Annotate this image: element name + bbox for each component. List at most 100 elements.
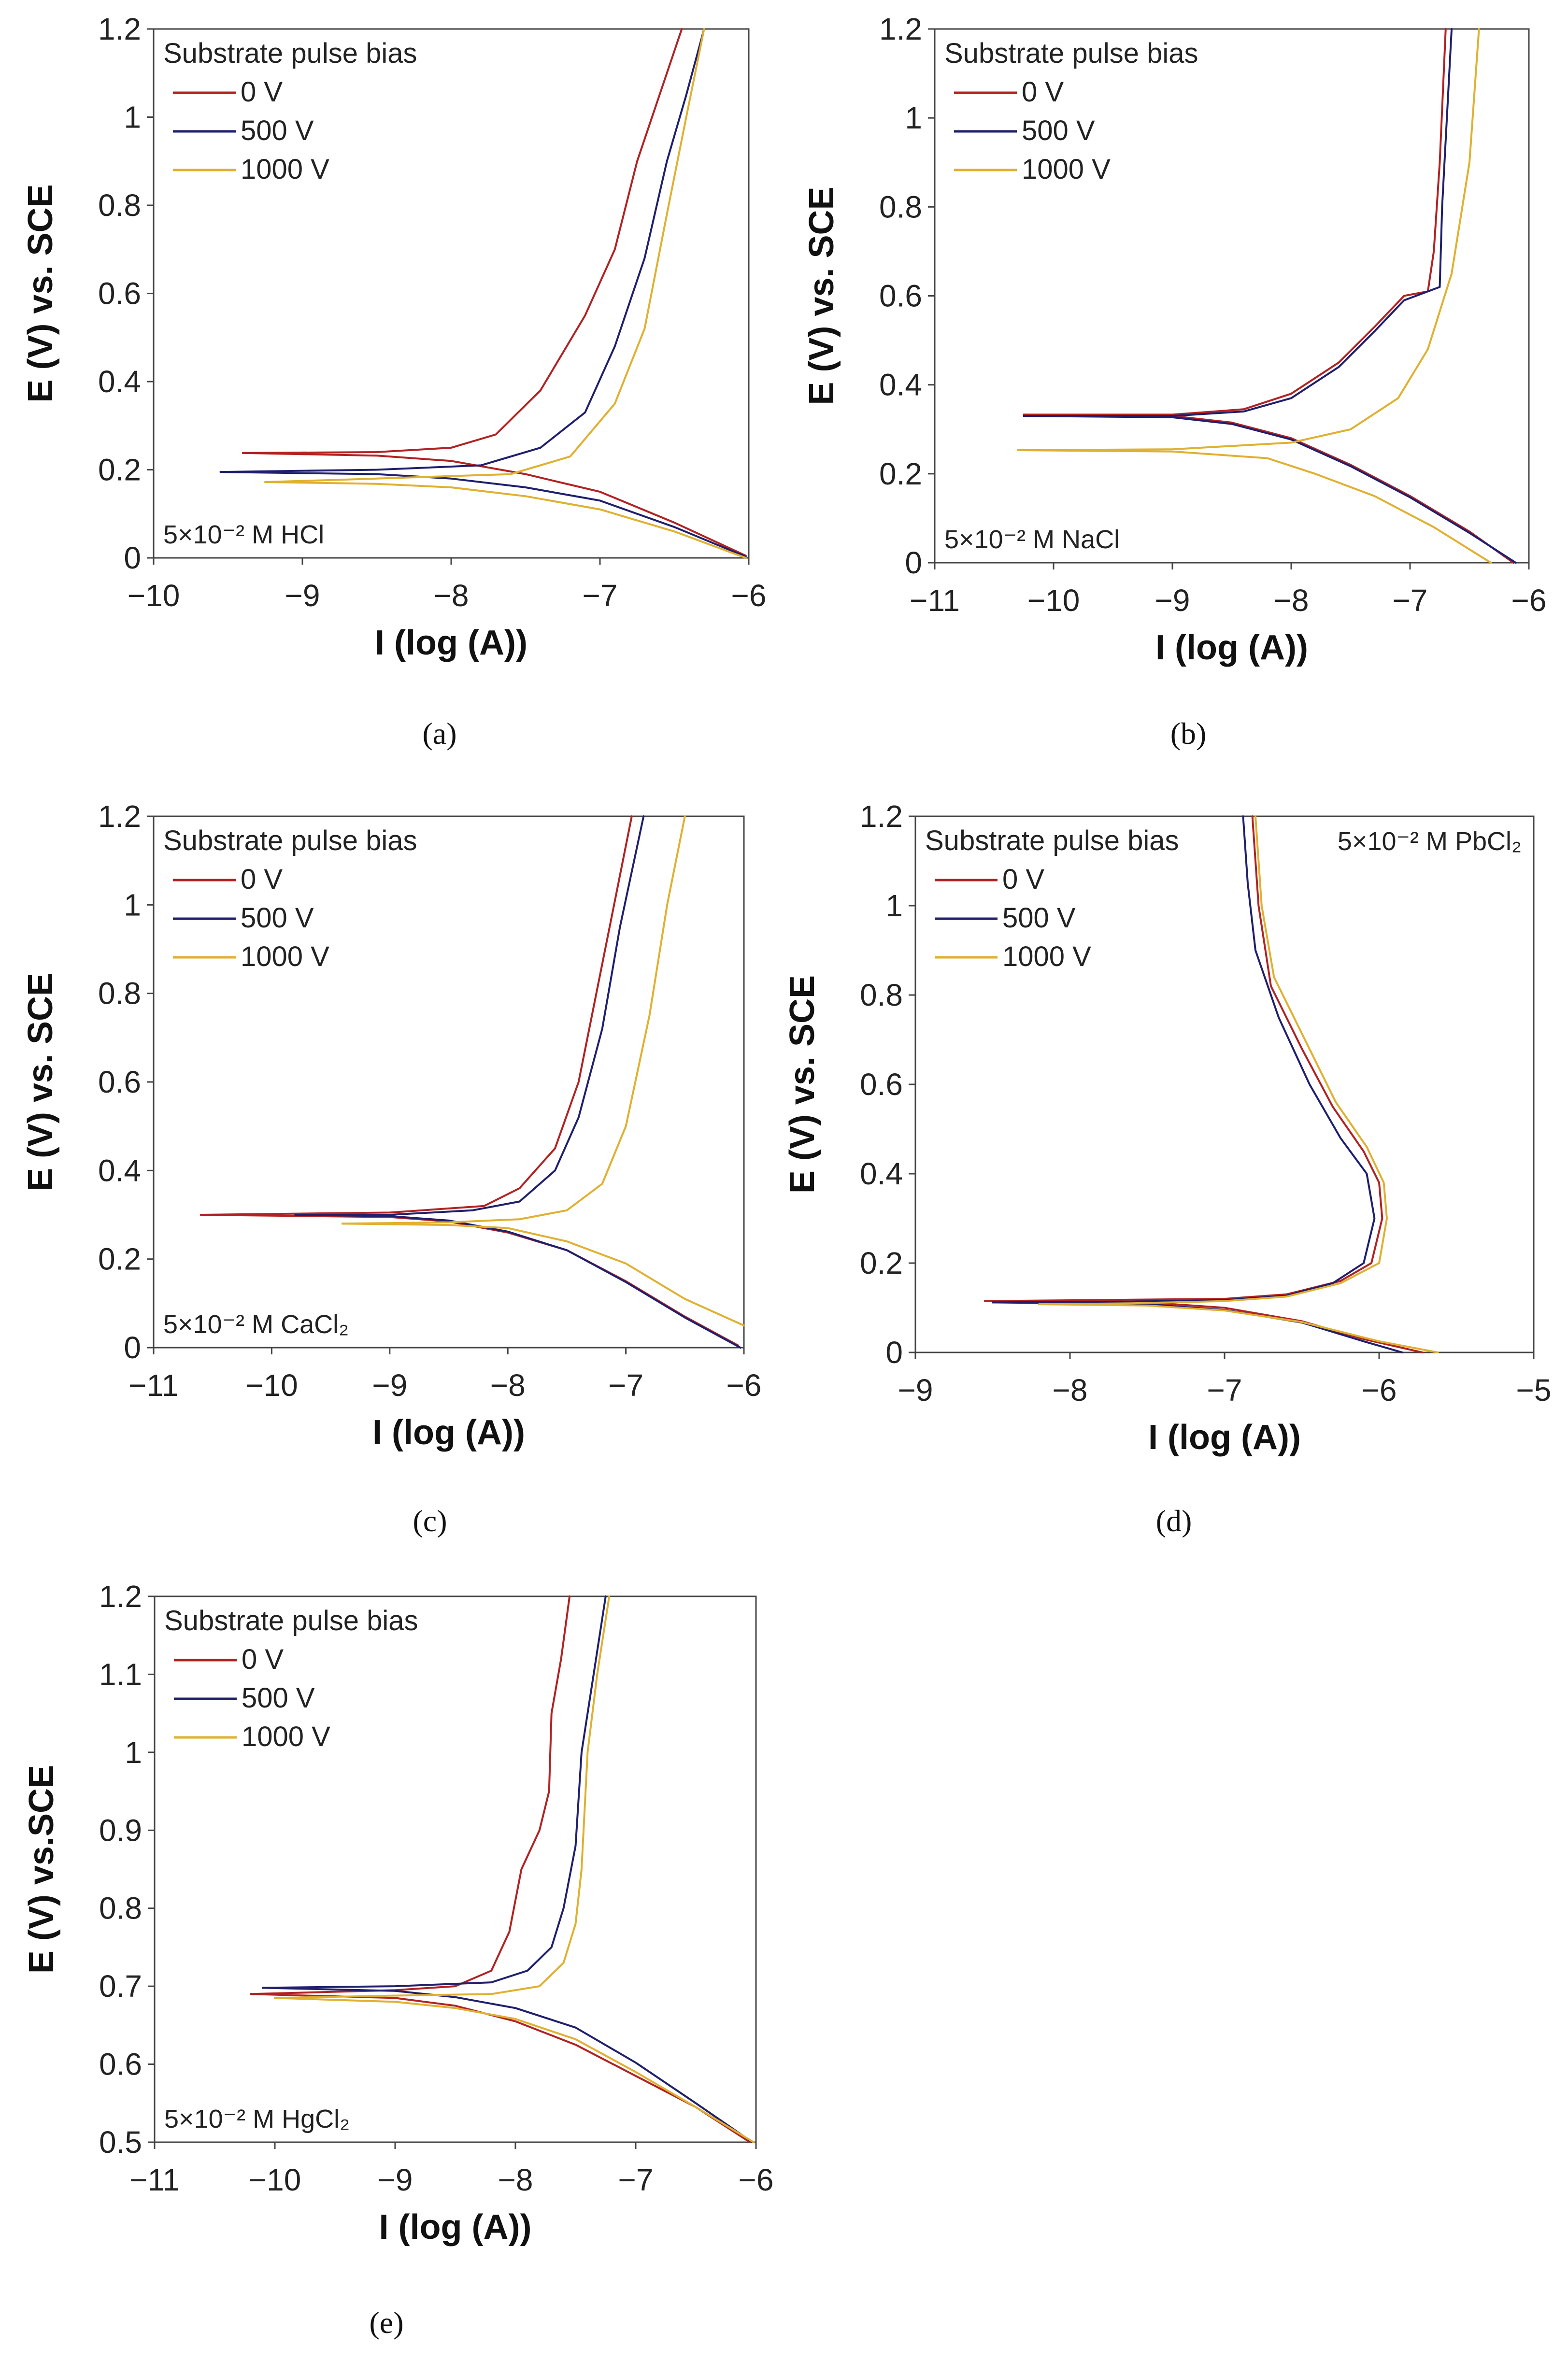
legend-label: 1000 V bbox=[242, 1721, 330, 1752]
series-line-1000v-cathodic bbox=[1038, 1303, 1439, 1353]
legend-label: 500 V bbox=[242, 1682, 315, 1714]
series-line-1000v-cathodic bbox=[1017, 449, 1492, 564]
y-axis-label: E (V) vs. SCE bbox=[783, 975, 822, 1194]
series-line-1000v-cathodic bbox=[342, 1223, 745, 1327]
y-tick-label: 0 bbox=[885, 1335, 903, 1370]
y-tick-label: 0.6 bbox=[98, 276, 141, 311]
chart-panel-d: 0 0.2 0.4 0.6 0.8 1 1.2 −9 −8 −7 −6 −5 I (log (A)) E … bbox=[783, 799, 1551, 1538]
y-tick-label: 1 bbox=[905, 100, 922, 135]
plot-frame bbox=[153, 815, 745, 1349]
series-line-1000v-anodic bbox=[342, 815, 686, 1225]
series-line-1000v-anodic bbox=[1017, 28, 1480, 451]
y-tick-label: 0.8 bbox=[879, 189, 922, 224]
x-tick-label: −9 bbox=[372, 1368, 407, 1403]
y-axis-label: E (V) vs.SCE bbox=[22, 1765, 61, 1974]
y-tick-label: 0 bbox=[905, 545, 922, 580]
x-tick-label: −7 bbox=[1207, 1373, 1242, 1408]
legend: Substrate pulse bias 0 V 500 V 1000 V bbox=[164, 1605, 418, 1752]
chart-panel-b: 0 0.2 0.4 0.6 0.8 1 1.2 −11 −10 −9 −8 −7 −6 I (log (A… bbox=[802, 12, 1546, 751]
series-line-500v-anodic bbox=[219, 28, 705, 473]
series-line-1000v-cathodic bbox=[264, 481, 747, 559]
plot-frame bbox=[934, 28, 1530, 564]
y-tick-label: 0.6 bbox=[879, 279, 922, 313]
y-tick-label: 0.8 bbox=[860, 978, 903, 1012]
plot-frame bbox=[153, 28, 750, 559]
panel-caption: (b) bbox=[1170, 716, 1207, 751]
x-tick-label: −9 bbox=[898, 1373, 933, 1408]
x-tick-label: −5 bbox=[1516, 1373, 1552, 1408]
chart-panel-c: 0 0.2 0.4 0.6 0.8 1 1.2 −11 −10 −9 −8 −7 −6 I (log (A… bbox=[21, 799, 761, 1538]
legend-label: 1000 V bbox=[241, 941, 329, 972]
panel-caption: (d) bbox=[1156, 1504, 1192, 1538]
x-tick-label: −9 bbox=[1155, 583, 1190, 618]
plot-frame bbox=[154, 1595, 757, 2143]
series-line-500v-anodic bbox=[294, 815, 645, 1216]
x-tick-label: −6 bbox=[1362, 1373, 1397, 1408]
x-axis-label: I (log (A)) bbox=[1155, 628, 1308, 667]
legend-label: 500 V bbox=[1002, 902, 1076, 934]
x-tick-label: −11 bbox=[129, 2162, 180, 2197]
y-tick-label: 1.2 bbox=[98, 12, 141, 46]
x-tick-label: −11 bbox=[128, 1368, 179, 1403]
x-tick-label: −7 bbox=[608, 1368, 643, 1403]
series-line-1000v-anodic bbox=[1038, 815, 1388, 1306]
y-tick-label: 0 bbox=[124, 1330, 141, 1365]
x-tick-label: −7 bbox=[1393, 583, 1428, 618]
y-tick-label: 0.6 bbox=[98, 1065, 141, 1099]
y-axis-label: E (V) vs. SCE bbox=[21, 184, 60, 402]
series-line-0v-anodic bbox=[242, 28, 683, 454]
legend: Substrate pulse bias 0 V 500 V 1000 V bbox=[925, 825, 1179, 972]
legend-title: Substrate pulse bias bbox=[925, 825, 1179, 856]
x-axis-label: I (log (A)) bbox=[372, 1413, 525, 1452]
plot-frame bbox=[914, 815, 1535, 1353]
solution-label: 5×10⁻² M HCl bbox=[163, 520, 324, 549]
panel-caption: (a) bbox=[422, 716, 456, 751]
legend: Substrate pulse bias 0 V 500 V 1000 V bbox=[944, 38, 1198, 185]
panel-caption: (c) bbox=[413, 1504, 447, 1538]
x-tick-label: −10 bbox=[249, 2162, 301, 2197]
y-tick-label: 0.8 bbox=[98, 976, 141, 1011]
series-line-0v-cathodic bbox=[1023, 413, 1514, 564]
x-tick-label: −7 bbox=[618, 2162, 654, 2197]
y-tick-label: 1.2 bbox=[860, 799, 903, 834]
legend-label: 1000 V bbox=[1002, 941, 1091, 972]
series-line-0v-anodic bbox=[984, 815, 1383, 1302]
y-tick-label: 0.8 bbox=[98, 188, 141, 223]
y-tick-label: 0 bbox=[124, 540, 141, 575]
series-line-500v-cathodic bbox=[262, 1987, 754, 2143]
x-tick-label: −8 bbox=[490, 1368, 526, 1403]
series-line-1000v-anodic bbox=[274, 1595, 611, 1999]
y-tick-label: 0.2 bbox=[860, 1246, 903, 1280]
y-tick-label: 0.4 bbox=[98, 364, 141, 399]
y-tick-label: 1.2 bbox=[99, 1579, 142, 1614]
solution-label: 5×10⁻² M HgCl₂ bbox=[164, 2105, 350, 2133]
legend-label: 0 V bbox=[241, 864, 283, 895]
series-line-500v-anodic bbox=[262, 1595, 607, 1989]
legend-label: 0 V bbox=[242, 1644, 284, 1675]
y-tick-label: 0.4 bbox=[879, 368, 922, 402]
y-tick-label: 1.2 bbox=[98, 799, 141, 834]
y-tick-label: 1 bbox=[125, 1735, 142, 1770]
legend-label: 500 V bbox=[241, 115, 314, 146]
series-line-500v-cathodic bbox=[219, 471, 747, 558]
legend-label: 1000 V bbox=[241, 154, 329, 185]
y-tick-label: 0.2 bbox=[98, 453, 141, 487]
x-tick-label: −6 bbox=[1511, 583, 1547, 618]
x-tick-label: −11 bbox=[910, 583, 960, 618]
x-tick-label: −9 bbox=[285, 578, 320, 613]
y-tick-label: 1 bbox=[885, 888, 903, 923]
x-tick-label: −9 bbox=[378, 2162, 413, 2197]
y-tick-label: 1.1 bbox=[99, 1657, 142, 1692]
x-tick-label: −7 bbox=[583, 578, 618, 613]
solution-label: 5×10⁻² M NaCl bbox=[944, 525, 1120, 554]
legend-title: Substrate pulse bias bbox=[163, 825, 417, 856]
panel-caption: (e) bbox=[369, 2305, 403, 2340]
x-tick-label: −6 bbox=[731, 578, 767, 613]
legend-label: 0 V bbox=[1002, 864, 1044, 895]
x-tick-label: −8 bbox=[1053, 1373, 1088, 1408]
y-tick-label: 0.8 bbox=[99, 1891, 142, 1926]
x-tick-label: −8 bbox=[498, 2162, 533, 2197]
series-line-1000v-cathodic bbox=[274, 1997, 755, 2143]
x-axis-label: I (log (A)) bbox=[1148, 1418, 1301, 1457]
